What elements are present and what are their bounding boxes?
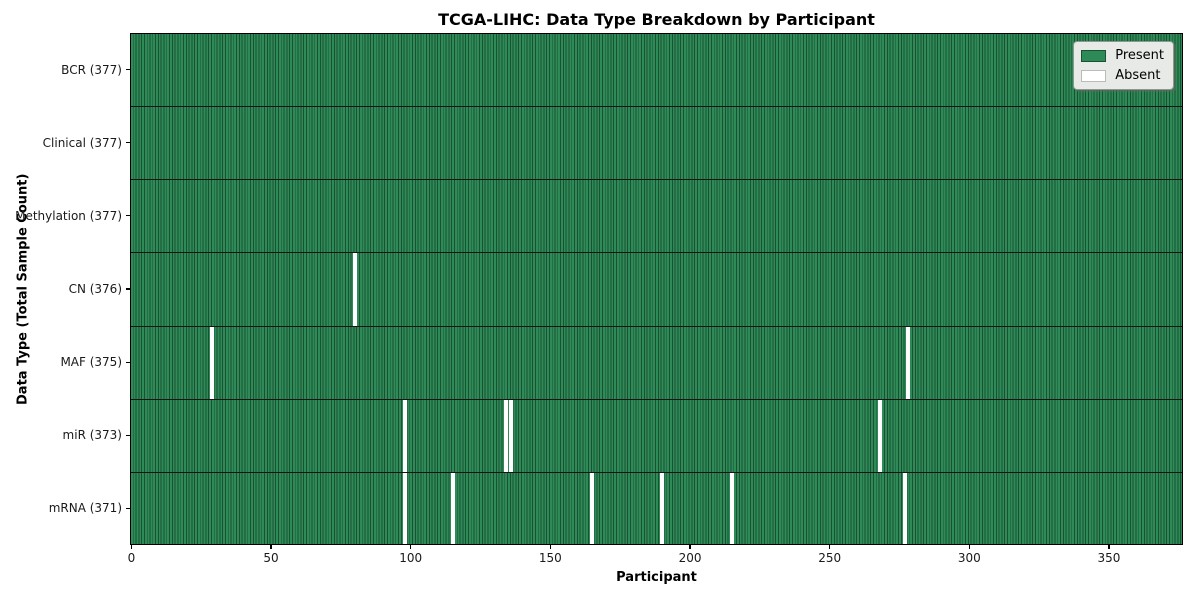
x-tick-label: 100 — [399, 551, 423, 565]
y-tick-label: MAF (375) — [60, 355, 122, 370]
y-tick-label: BCR (377) — [61, 62, 122, 77]
x-tick-mark — [130, 545, 132, 549]
legend-item: Present — [1081, 48, 1164, 63]
x-tick-mark — [968, 545, 970, 549]
absent-cell — [509, 398, 514, 472]
row-divider — [130, 179, 1183, 181]
heatmap-row-Methylation — [130, 179, 1183, 253]
chart-title: TCGA-LIHC: Data Type Breakdown by Partic… — [438, 10, 875, 29]
x-tick-mark — [829, 545, 831, 549]
row-divider — [130, 325, 1183, 327]
y-tick-mark — [126, 288, 130, 290]
plot-area: Present Absent — [130, 33, 1183, 545]
heatmap-row-miR — [130, 398, 1183, 472]
absent-cell — [450, 471, 455, 545]
y-tick-label: CN (376) — [68, 282, 122, 296]
legend: Present Absent — [1073, 41, 1174, 90]
y-tick-label: Clinical (377) — [42, 135, 122, 150]
absent-cell — [590, 471, 595, 545]
absent-cell — [903, 471, 908, 545]
legend-label: Present — [1115, 48, 1164, 63]
x-tick-label: 200 — [678, 551, 702, 565]
y-tick-label: Methylation (377) — [15, 208, 122, 223]
heatmap-row-Clinical — [130, 106, 1183, 180]
x-tick-label: 250 — [818, 551, 842, 565]
x-tick-mark — [549, 545, 551, 549]
row-divider — [130, 398, 1183, 400]
x-tick-label: 50 — [263, 551, 279, 565]
x-tick-label: 0 — [127, 551, 136, 565]
y-tick-mark — [126, 215, 130, 217]
x-tick-mark — [270, 545, 272, 549]
heatmap-row-BCR — [130, 33, 1183, 107]
absent-cell — [878, 398, 882, 472]
y-tick-label: mRNA (371) — [48, 501, 122, 516]
absent-cell — [503, 398, 508, 472]
legend-swatch-absent — [1081, 69, 1107, 82]
absent-cell — [210, 325, 215, 399]
legend-item: Absent — [1081, 68, 1164, 83]
absent-cell — [403, 398, 408, 472]
x-tick-label: 350 — [1097, 551, 1121, 565]
legend-label: Absent — [1115, 68, 1161, 83]
x-tick-mark — [410, 545, 412, 549]
x-tick-label: 150 — [538, 551, 562, 565]
heatmap-row-mRNA — [130, 471, 1183, 545]
absent-cell — [660, 471, 665, 545]
x-tick-mark — [1108, 545, 1110, 549]
row-divider — [130, 471, 1183, 473]
x-axis-label: Participant — [616, 570, 697, 585]
y-tick-mark — [126, 68, 130, 71]
y-tick-mark — [126, 142, 130, 144]
heatmap-row-MAF — [130, 325, 1183, 399]
heatmap-row-CN — [130, 252, 1183, 326]
row-divider — [130, 106, 1183, 108]
y-tick-mark — [126, 507, 130, 510]
row-divider — [130, 252, 1183, 254]
y-tick-label: miR (373) — [62, 428, 122, 443]
absent-cell — [905, 325, 910, 399]
absent-cell — [352, 252, 357, 326]
y-tick-mark — [126, 361, 130, 363]
x-tick-mark — [689, 545, 691, 549]
x-tick-label: 300 — [957, 551, 981, 565]
absent-cell — [403, 471, 408, 545]
absent-cell — [729, 471, 734, 545]
legend-swatch-present — [1081, 49, 1107, 62]
y-tick-mark — [126, 434, 130, 436]
